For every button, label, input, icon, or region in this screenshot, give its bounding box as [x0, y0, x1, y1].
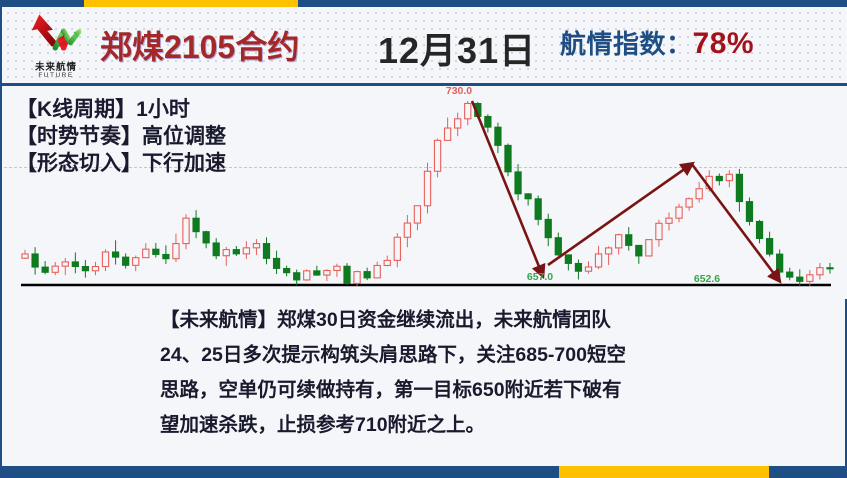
svg-text:657.0: 657.0 — [527, 271, 553, 283]
svg-text:652.6: 652.6 — [694, 273, 720, 285]
svg-text:730.0: 730.0 — [446, 86, 472, 97]
